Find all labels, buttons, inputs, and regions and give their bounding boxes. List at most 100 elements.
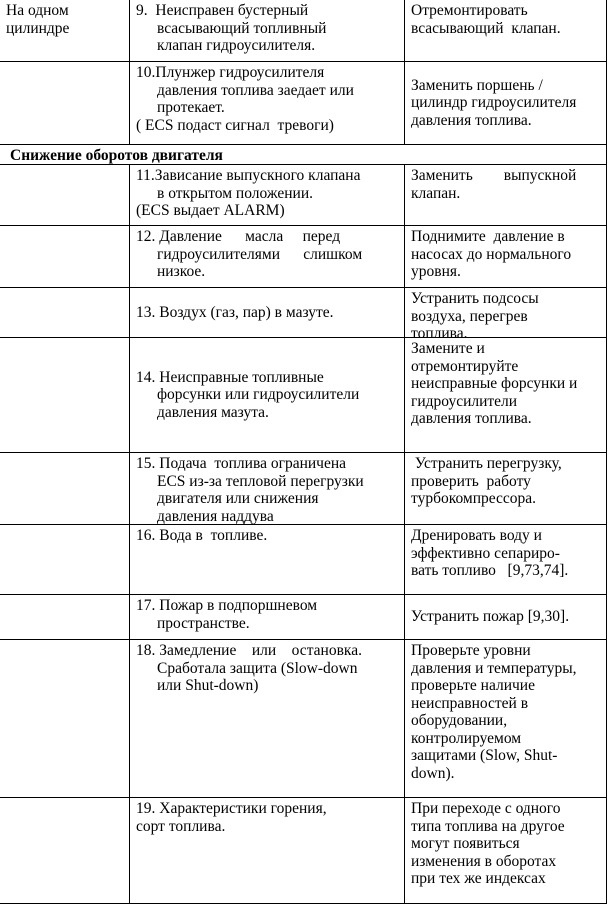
cause-line: сорт топлива. bbox=[136, 817, 226, 835]
remedy-cell: Устранить пожар [9,30]. bbox=[404, 594, 607, 640]
remedy-line: гидроусилители bbox=[411, 392, 518, 410]
cause-line: ( ECS подаст сигнал тревоги) bbox=[136, 116, 334, 134]
remedy-cell: При переходе с одного типа топлива на дру… bbox=[404, 797, 607, 904]
cause-line: 9. Неисправен бустерный bbox=[136, 2, 309, 19]
cause-line: в открытом положении. bbox=[157, 184, 313, 202]
cause-line: низкое. bbox=[157, 263, 206, 280]
cause-line: гидроусилителями слишком bbox=[157, 245, 363, 263]
cause-cell: 15. Подача топлива ограничена ECS из-за т… bbox=[129, 452, 405, 525]
cause-line: давления топлива заедает или bbox=[157, 81, 354, 99]
remedy-line: Устранить пожар [9,30]. bbox=[411, 608, 570, 626]
remedy-line: изменения в оборотах bbox=[411, 852, 557, 870]
cause-line: (ECS выдает ALARM) bbox=[136, 202, 285, 219]
cause-line: 18. Замедление или остановка. bbox=[136, 642, 362, 659]
remedy-line: оборудовании, bbox=[411, 712, 508, 729]
remedy-line: неисправные форсунки и bbox=[411, 375, 578, 392]
remedy-line: Заменить выпускной bbox=[411, 167, 577, 184]
remedy-cell: Отремонтировать всасывающий клапан. bbox=[404, 0, 607, 62]
remedy-line: давления топлива. bbox=[411, 410, 532, 427]
cause-cell: 11.Зависание выпускного клапана в открыто… bbox=[129, 164, 405, 226]
remedy-line: down). bbox=[411, 764, 455, 782]
cause-cell: 13. Воздух (газ, пар) в мазуте. bbox=[129, 287, 405, 338]
remedy-line: При переходе с одного bbox=[411, 800, 561, 817]
cause-line: форсунки или гидроусилители bbox=[157, 386, 360, 404]
section-header: Снижение оборотов двигателя bbox=[0, 144, 607, 165]
cause-line: 12. Давление масла перед bbox=[136, 228, 341, 245]
cause-cell: 17. Пожар в подпоршневом пространстве. bbox=[129, 594, 405, 640]
cause-cell: 9. Неисправен бустерный всасывающий топли… bbox=[129, 0, 405, 62]
remedy-line: клапан. bbox=[411, 184, 461, 202]
condition-cell bbox=[0, 225, 130, 288]
remedy-line: давления и температуры, bbox=[411, 659, 577, 677]
remedy-cell: Устранить подсосы воздуха, перегрев топлив… bbox=[404, 287, 607, 342]
cause-line: пространстве. bbox=[157, 614, 250, 632]
cause-line: давления наддува bbox=[157, 507, 274, 525]
cause-line: Сработала защита (Slow-down bbox=[157, 659, 358, 677]
remedy-cell: Замените и отремонтируйте неисправные форс… bbox=[404, 337, 607, 453]
remedy-line: при тех же индексах bbox=[411, 870, 546, 887]
cause-line: или Shut-down) bbox=[157, 677, 259, 694]
cause-line: 16. Вода в топливе. bbox=[136, 527, 268, 544]
cause-line: 10.Плунжер гидроусилителя bbox=[136, 64, 325, 81]
remedy-line: Заменить поршень / bbox=[411, 76, 543, 94]
condition-line: На одном bbox=[6, 2, 69, 19]
cause-line: 15. Подача топлива ограничена bbox=[136, 455, 347, 472]
cause-cell: 12. Давление масла перед гидроусилителями… bbox=[129, 225, 405, 288]
condition-line: цилиндре bbox=[6, 19, 70, 37]
remedy-line: давления топлива. bbox=[411, 111, 532, 129]
condition-cell bbox=[0, 337, 130, 453]
remedy-line: Замените и bbox=[411, 340, 485, 357]
remedy-line: насосах до нормального bbox=[411, 245, 572, 263]
condition-cell bbox=[0, 594, 130, 640]
remedy-line: проверить работу bbox=[411, 472, 531, 490]
remedy-line: проверьте наличие bbox=[411, 677, 535, 694]
remedy-cell: Проверьте уровни давления и температуры, п… bbox=[404, 639, 607, 798]
cause-line: ECS из-за тепловой перегрузки bbox=[157, 472, 364, 490]
remedy-line: защитами (Slow, Shut- bbox=[411, 747, 558, 764]
remedy-line: Устранить подсосы bbox=[411, 290, 539, 307]
remedy-line: турбокомпрессора. bbox=[411, 490, 537, 507]
cause-cell: 19. Характеристики горения, сорт топлива. bbox=[129, 797, 405, 904]
remedy-cell: Дренировать воду и эффективно сепариро-ва… bbox=[404, 524, 607, 595]
cause-line: 14. Неисправные топливные bbox=[136, 368, 324, 386]
remedy-line: вать топливо [9,73,74]. bbox=[411, 562, 569, 579]
condition-cell bbox=[0, 797, 130, 904]
remedy-cell: Устранить перегрузку, проверить работу тур… bbox=[404, 452, 607, 525]
cause-cell: 16. Вода в топливе. bbox=[129, 524, 405, 595]
remedy-line: эффективно сепариро- bbox=[411, 544, 560, 562]
condition-cell bbox=[0, 524, 130, 595]
remedy-line: отремонтируйте bbox=[411, 357, 519, 375]
cause-line: двигателя или снижения bbox=[157, 490, 319, 507]
cause-line: клапан гидроусилителя. bbox=[157, 37, 316, 54]
cause-line: давления мазута. bbox=[157, 403, 269, 421]
cause-line: 17. Пожар в подпоршневом bbox=[136, 597, 318, 614]
remedy-cell: Поднимите давление в насосах до нормально… bbox=[404, 225, 607, 288]
remedy-line: уровня. bbox=[411, 263, 461, 280]
condition-cell bbox=[0, 639, 130, 798]
remedy-line: типа топлива на другое bbox=[411, 817, 565, 835]
remedy-line: могут появиться bbox=[411, 835, 520, 852]
remedy-line: цилиндр гидроусилителя bbox=[411, 94, 577, 112]
condition-cell bbox=[0, 164, 130, 226]
cause-line: всасывающий топливный bbox=[157, 19, 327, 37]
cause-cell: 10.Плунжер гидроусилителя давления топлив… bbox=[129, 61, 405, 145]
cause-cell: 14. Неисправные топливные форсунки или ги… bbox=[129, 337, 405, 453]
cause-line: 19. Характеристики горения, bbox=[136, 800, 327, 817]
remedy-line: Устранить перегрузку, bbox=[411, 455, 562, 472]
remedy-line: воздуха, перегрев bbox=[411, 307, 528, 325]
remedy-cell: Заменить выпускной клапан. bbox=[404, 164, 607, 226]
remedy-line: контролируемом bbox=[411, 729, 522, 747]
cause-line: протекает. bbox=[157, 99, 225, 116]
cause-line: 11.Зависание выпускного клапана bbox=[136, 167, 361, 184]
remedy-cell: Заменить поршень / цилиндр гидроусилителя… bbox=[404, 61, 607, 145]
condition-cell bbox=[0, 452, 130, 525]
remedy-line: неисправностей в bbox=[411, 694, 529, 712]
condition-cell bbox=[0, 287, 130, 338]
remedy-line: Поднимите давление в bbox=[411, 228, 565, 245]
cause-cell: 18. Замедление или остановка. Сработала з… bbox=[129, 639, 405, 798]
remedy-line: всасывающий клапан. bbox=[411, 19, 561, 37]
remedy-line: Проверьте уровни bbox=[411, 642, 531, 659]
condition-cell: На одном цилиндре bbox=[0, 0, 130, 62]
condition-cell bbox=[0, 61, 130, 145]
